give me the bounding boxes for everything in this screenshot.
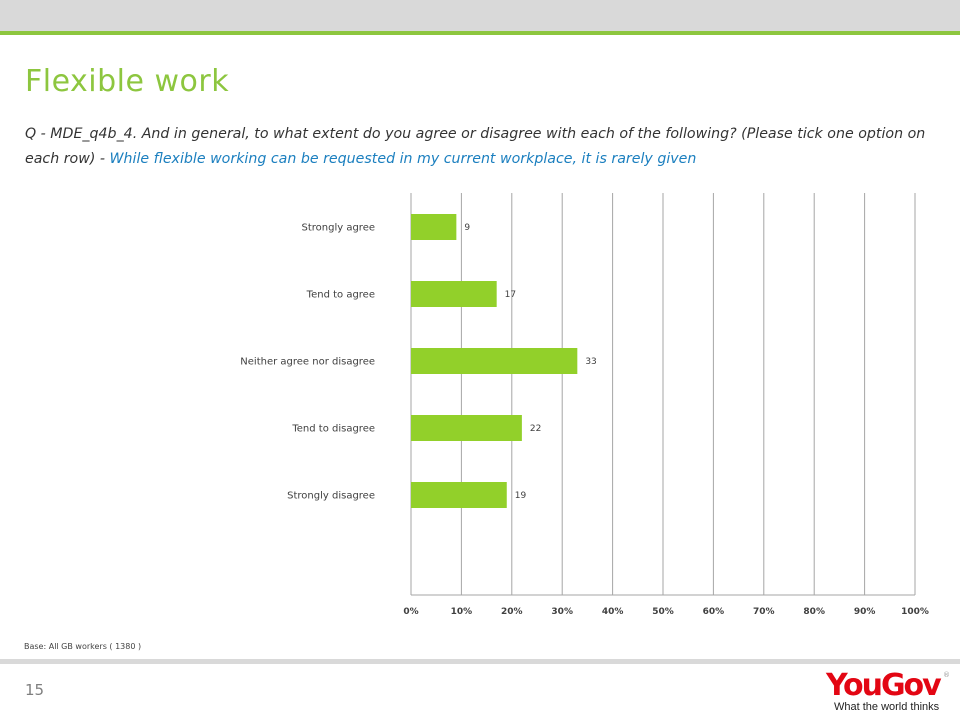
data-label: 9 <box>464 223 470 233</box>
question-prefix: Q - MDE_q4b_4. And in general, to what e… <box>25 126 926 167</box>
top-accent-line <box>0 31 960 35</box>
bar <box>411 482 507 508</box>
logo-wordmark: YouGov <box>826 668 942 703</box>
x-tick-label: 0% <box>403 607 418 617</box>
bottom-divider <box>0 659 960 664</box>
category-label: Strongly agree <box>301 223 375 234</box>
x-tick-label: 10% <box>451 607 473 617</box>
bar <box>411 281 497 307</box>
bar <box>411 415 522 441</box>
category-label: Neither agree nor disagree <box>240 357 375 368</box>
x-tick-label: 50% <box>652 607 674 617</box>
x-tick-label: 60% <box>703 607 725 617</box>
data-label: 22 <box>530 424 541 434</box>
x-tick-label: 80% <box>803 607 825 617</box>
base-note: Base: All GB workers ( 1380 ) <box>24 642 142 651</box>
x-tick-label: 40% <box>602 607 624 617</box>
x-tick-label: 30% <box>551 607 573 617</box>
question-text: Q - MDE_q4b_4. And in general, to what e… <box>25 122 935 172</box>
data-label: 17 <box>505 290 516 300</box>
yougov-logo: YouGov ® What the world thinks <box>822 668 952 714</box>
logo-tagline: What the world thinks <box>834 701 940 713</box>
x-tick-label: 70% <box>753 607 775 617</box>
x-tick-label: 20% <box>501 607 523 617</box>
page-title: Flexible work <box>25 64 230 99</box>
data-label: 19 <box>515 491 527 501</box>
data-label: 33 <box>585 357 596 367</box>
page-number: 15 <box>25 681 45 699</box>
bar <box>411 214 457 240</box>
registered-mark: ® <box>943 671 950 679</box>
bar <box>411 348 578 374</box>
x-tick-label: 90% <box>854 607 876 617</box>
category-label: Tend to disagree <box>291 424 375 435</box>
category-label: Strongly disagree <box>287 491 375 502</box>
category-label: Tend to agree <box>306 290 375 301</box>
top-bar <box>0 0 960 31</box>
x-tick-label: 100% <box>901 607 929 617</box>
question-statement: While flexible working can be requested … <box>109 151 697 167</box>
